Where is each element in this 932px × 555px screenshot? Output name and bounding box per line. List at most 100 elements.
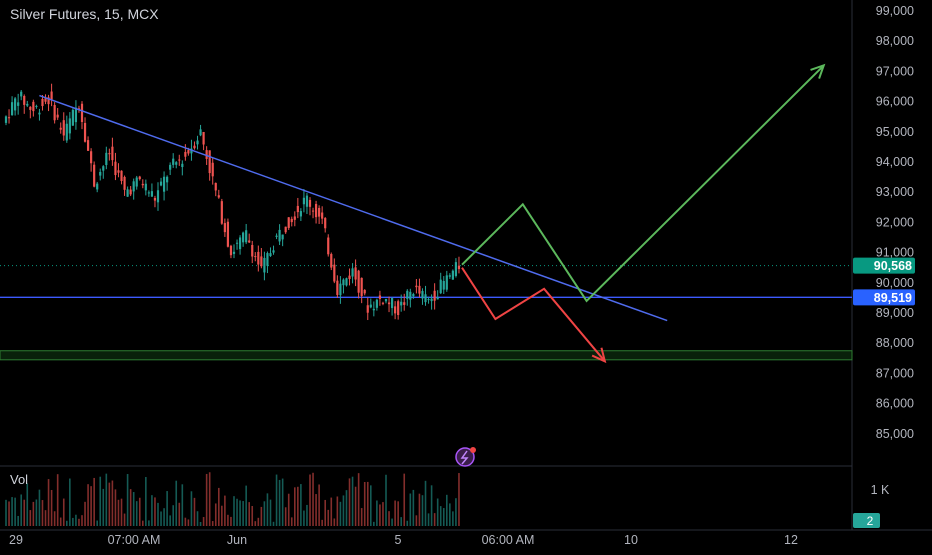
candle-body bbox=[117, 170, 120, 173]
volume-bar bbox=[415, 515, 418, 526]
volume-bar bbox=[211, 521, 214, 526]
volume-bar bbox=[184, 517, 187, 526]
volume-bar bbox=[306, 504, 308, 526]
candle-body bbox=[275, 235, 278, 237]
candle-body bbox=[324, 218, 327, 229]
support-zone bbox=[0, 350, 853, 361]
candle-body bbox=[436, 297, 439, 300]
candle-body bbox=[296, 205, 299, 213]
candle-body bbox=[375, 299, 378, 308]
candle-body bbox=[354, 267, 357, 280]
volume-bar bbox=[202, 517, 205, 526]
volume-bar bbox=[446, 494, 448, 526]
volume-bar bbox=[418, 493, 421, 526]
volume-bar bbox=[108, 482, 111, 526]
candle-body bbox=[53, 105, 56, 121]
current-price-badge: 90,568 bbox=[874, 259, 912, 273]
volume-bar bbox=[44, 510, 47, 526]
candle-body bbox=[409, 291, 412, 300]
candle-body bbox=[184, 151, 187, 157]
volume-bar bbox=[20, 494, 22, 526]
candle-body bbox=[421, 290, 424, 299]
volume-bar bbox=[132, 492, 135, 526]
volume-bar bbox=[278, 479, 281, 526]
volume-bar bbox=[373, 521, 375, 526]
candle-body bbox=[169, 164, 172, 170]
volume-bar bbox=[87, 484, 89, 526]
volume-bar bbox=[263, 501, 266, 526]
volume-bar bbox=[148, 520, 150, 526]
volume-bar bbox=[160, 511, 162, 526]
volume-bar bbox=[257, 517, 260, 526]
candle-body bbox=[175, 162, 178, 165]
volume-bar bbox=[458, 473, 460, 526]
volume-bar bbox=[5, 499, 7, 526]
candle-body bbox=[86, 140, 90, 151]
candle-body bbox=[4, 116, 8, 123]
candle-body bbox=[357, 270, 360, 293]
candle-body bbox=[245, 230, 248, 243]
volume-bar bbox=[75, 514, 77, 526]
candle-body bbox=[387, 302, 391, 305]
volume-bar bbox=[105, 473, 108, 526]
candle-body bbox=[96, 183, 99, 190]
candle-body bbox=[14, 98, 17, 111]
volume-bar bbox=[321, 519, 323, 526]
volume-bar bbox=[205, 473, 208, 526]
volume-bar bbox=[430, 485, 433, 526]
volume-bar bbox=[330, 497, 333, 526]
volume-bar bbox=[114, 489, 117, 526]
volume-bar bbox=[400, 517, 402, 526]
volume-bar bbox=[193, 497, 196, 526]
y-tick-label: 94,000 bbox=[876, 155, 914, 169]
volume-bar bbox=[17, 515, 19, 526]
candle-body bbox=[418, 285, 421, 294]
candle-body bbox=[214, 182, 217, 191]
candle-body bbox=[378, 295, 382, 299]
current-price-badge-bg bbox=[853, 257, 915, 274]
y-tick-label: 86,000 bbox=[876, 397, 914, 411]
candle-body bbox=[281, 234, 284, 240]
volume-bar bbox=[151, 495, 153, 526]
candle-body bbox=[351, 268, 354, 277]
candle-body bbox=[202, 131, 205, 145]
volume-bar bbox=[126, 474, 129, 526]
candle-body bbox=[327, 237, 330, 255]
candle-body bbox=[71, 109, 74, 126]
trendline bbox=[39, 94, 668, 322]
candle-body bbox=[132, 181, 135, 192]
volume-bar bbox=[406, 520, 409, 526]
candle-body bbox=[226, 221, 230, 247]
x-tick-label: Jun bbox=[227, 533, 247, 547]
volume-bar bbox=[342, 495, 345, 526]
volume-bar bbox=[56, 474, 59, 526]
candle-body bbox=[348, 275, 351, 279]
candle-body bbox=[17, 102, 20, 106]
y-tick-label: 88,000 bbox=[876, 336, 914, 350]
candle-body bbox=[242, 232, 245, 243]
candle-body bbox=[93, 164, 96, 187]
volume-bar bbox=[442, 508, 445, 526]
y-tick-label: 90,000 bbox=[876, 276, 914, 290]
volume-bar bbox=[84, 501, 86, 526]
candle-body bbox=[181, 163, 184, 168]
candle-body bbox=[430, 298, 433, 302]
volume-bar bbox=[120, 498, 123, 526]
y-tick-label: 99,000 bbox=[876, 4, 914, 18]
volume-bar bbox=[287, 493, 290, 526]
volume-bar bbox=[96, 520, 98, 526]
volume-bar bbox=[93, 477, 95, 526]
volume-bar bbox=[391, 518, 393, 526]
volume-bar bbox=[281, 478, 284, 526]
candle-body bbox=[123, 176, 126, 190]
volume-bar bbox=[412, 489, 415, 526]
volume-bar bbox=[29, 510, 32, 526]
candle-body bbox=[330, 254, 333, 268]
candle-body bbox=[190, 148, 193, 154]
green-projection-path bbox=[461, 64, 825, 303]
candle-body bbox=[372, 308, 375, 311]
candle-body bbox=[83, 122, 87, 142]
volume-bar bbox=[169, 515, 171, 526]
